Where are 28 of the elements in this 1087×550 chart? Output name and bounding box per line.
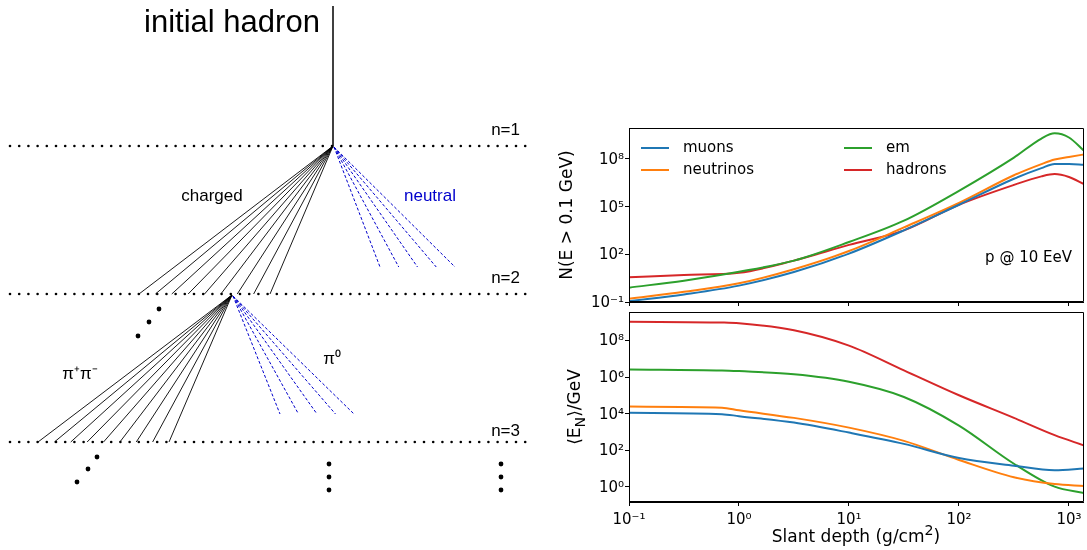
- y-tick-label: 10⁴: [598, 404, 624, 423]
- y-tick-label: 10⁻¹: [590, 293, 624, 311]
- x-tick-label: 10⁰: [726, 510, 752, 528]
- text: π⁰: [323, 349, 341, 368]
- text: n=1: [491, 120, 520, 139]
- y-tick-label: 10⁶: [598, 368, 624, 386]
- y-tick-label: 10²: [598, 245, 624, 264]
- x-tick-label: 10³: [1056, 510, 1082, 528]
- legend-label: neutrinos: [683, 159, 755, 178]
- text: initial hadron: [144, 4, 320, 39]
- x-tick-label: 10¹: [836, 510, 862, 528]
- x-tick-label: 10²: [946, 510, 972, 528]
- annotation: p @ 10 EeV: [985, 248, 1073, 266]
- y-tick-label: 10⁵: [598, 197, 624, 216]
- text: n=2: [491, 268, 520, 287]
- text: n=3: [491, 421, 520, 440]
- legend-label: hadrons: [886, 159, 947, 178]
- legend-label: muons: [683, 137, 734, 156]
- y-tick-label: 10⁰: [598, 477, 624, 496]
- legend-label: em: [886, 137, 910, 156]
- y-tick-label: 10²: [598, 441, 624, 460]
- y-axis-title: N(E > 0.1 GeV): [556, 150, 576, 280]
- y-tick-label: 10⁸: [598, 331, 624, 350]
- text: neutral: [404, 186, 456, 205]
- y-tick-label: 10⁸: [598, 149, 624, 168]
- text: π⁺π⁻: [62, 364, 98, 383]
- x-tick-label: 10⁻¹: [612, 510, 646, 528]
- text: charged: [181, 186, 243, 205]
